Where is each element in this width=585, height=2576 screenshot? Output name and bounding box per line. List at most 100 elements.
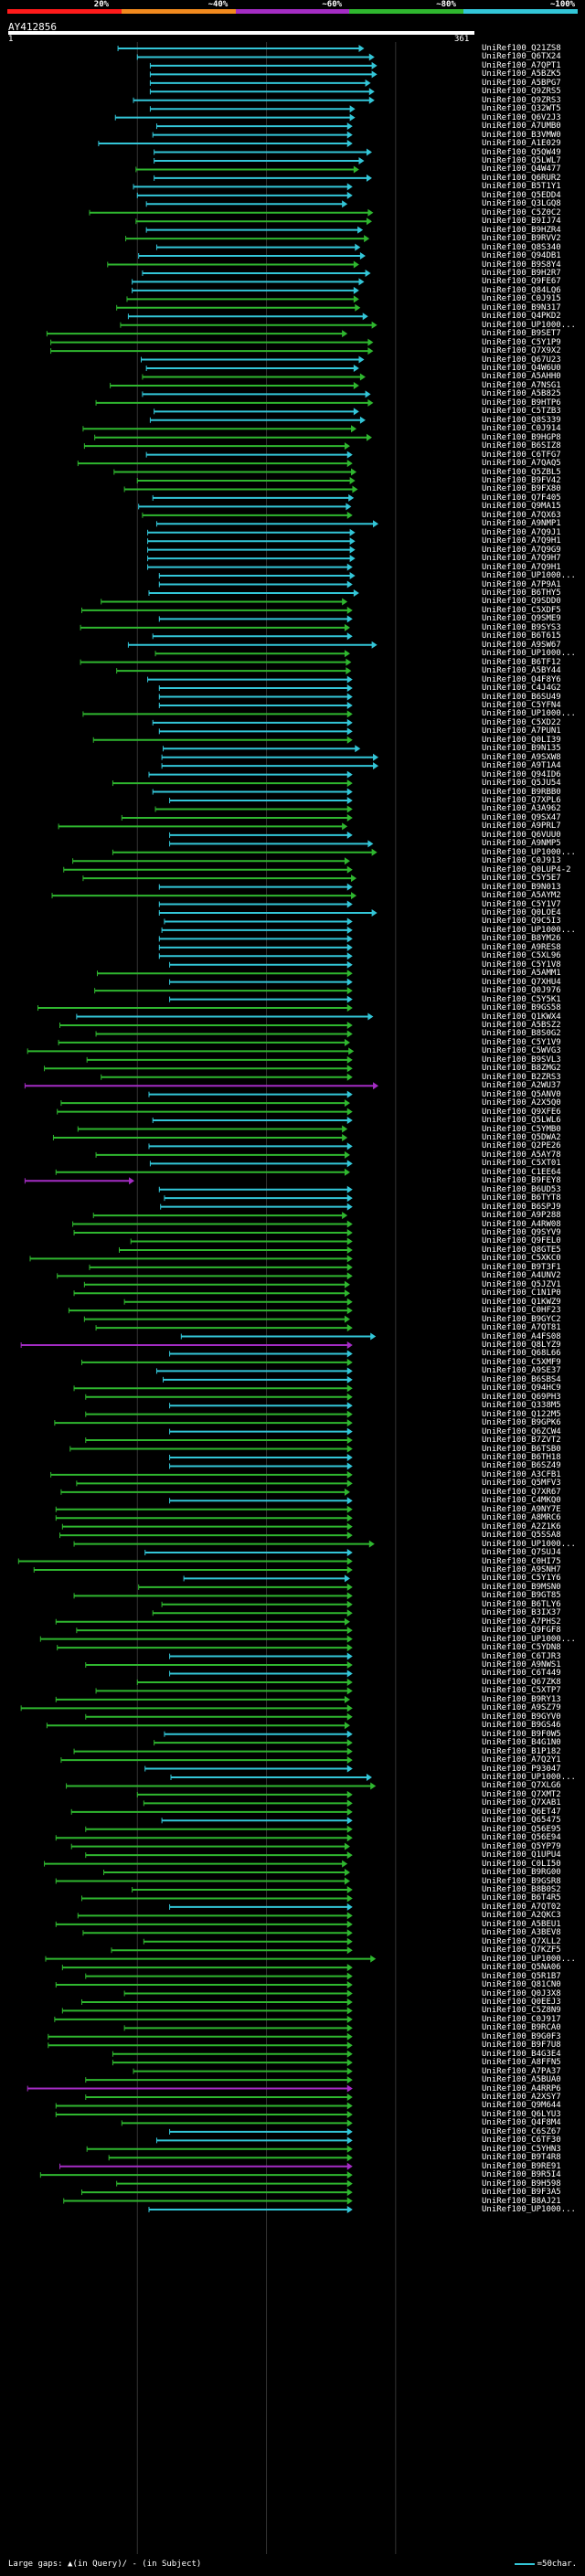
hit-label[interactable]: UniRef100_C0J913 [482,856,561,866]
hit-label[interactable]: UniRef100_Q6V2J3 [482,112,561,122]
hit-label[interactable]: UniRef100_A9SNH7 [482,1564,561,1574]
hit-label[interactable]: UniRef100_A9P288 [482,1211,561,1221]
hit-label[interactable]: UniRef100_B9GPK6 [482,1418,561,1428]
hit-label[interactable]: UniRef100_C5YDN8 [482,1643,561,1653]
hit-label[interactable]: UniRef100_UP1000... [482,847,576,857]
hit-label[interactable]: UniRef100_Q6ZCW4 [482,1426,561,1436]
hit-label[interactable]: UniRef100_B8ZMG2 [482,1064,561,1074]
hit-label[interactable]: UniRef100_B5T1Y1 [482,182,561,192]
hit-label[interactable]: UniRef100_B9H598 [482,2178,561,2189]
hit-label[interactable]: UniRef100_Q67ZK8 [482,1677,561,1687]
hit-label[interactable]: UniRef100_A7PUN1 [482,726,561,737]
hit-label[interactable]: UniRef100_B9HGP8 [482,432,561,442]
hit-label[interactable]: UniRef100_Q9ZRS3 [482,95,561,105]
hit-label[interactable]: UniRef100_B9RBB0 [482,787,561,797]
hit-label[interactable]: UniRef100_A9SW67 [482,640,561,650]
hit-label[interactable]: UniRef100_A4RRP6 [482,2083,561,2094]
hit-label[interactable]: UniRef100_A7Q2Y1 [482,1755,561,1765]
hit-label[interactable]: UniRef100_Q4W477 [482,164,561,175]
hit-label[interactable]: UniRef100_B6TSB0 [482,1444,561,1454]
hit-label[interactable]: UniRef100_B9RG00 [482,1868,561,1878]
hit-label[interactable]: UniRef100_A5AHH0 [482,372,561,382]
hit-label[interactable]: UniRef100_Q5ANV0 [482,1089,561,1099]
hit-label[interactable]: UniRef100_Q7KZF5 [482,1945,561,1956]
hit-label[interactable]: UniRef100_B9F0W5 [482,1729,561,1739]
hit-label[interactable]: UniRef100_Q0EEJ3 [482,1997,561,2007]
hit-label[interactable]: UniRef100_B9SVL3 [482,1055,561,1065]
hit-label[interactable]: UniRef100_Q5JU54 [482,779,561,789]
hit-label[interactable]: UniRef100_A5BZK5 [482,69,561,80]
hit-label[interactable]: UniRef100_A7Q9H7 [482,554,561,564]
hit-label[interactable]: UniRef100_B6SPJ9 [482,1202,561,1212]
hit-label[interactable]: UniRef100_Q9XFE6 [482,1107,561,1117]
hit-label[interactable]: UniRef100_UP1000... [482,320,576,330]
hit-label[interactable]: UniRef100_Q7XAB1 [482,1798,561,1808]
hit-label[interactable]: UniRef100_A7PHS2 [482,1617,561,1627]
hit-label[interactable]: UniRef100_Q56E95 [482,1824,561,1834]
hit-label[interactable]: UniRef100_C5XD22 [482,717,561,727]
hit-label[interactable]: UniRef100_Q94ID6 [482,769,561,779]
hit-label[interactable]: UniRef100_B6TLY6 [482,1599,561,1609]
hit-label[interactable]: UniRef100_Q6LYU3 [482,2109,561,2119]
hit-label[interactable]: UniRef100_C5Y1V7 [482,899,561,909]
hit-label[interactable]: UniRef100_A8MRC6 [482,1513,561,1523]
hit-label[interactable]: UniRef100_B9GT85 [482,1591,561,1601]
hit-label[interactable]: UniRef100_B9RY13 [482,1694,561,1704]
hit-label[interactable]: UniRef100_Q8S340 [482,242,561,252]
hit-label[interactable]: UniRef100_Q4W6U0 [482,364,561,374]
hit-label[interactable]: UniRef100_Q6TX24 [482,52,561,62]
hit-label[interactable]: UniRef100_B4G1N0 [482,1738,561,1748]
hit-label[interactable]: UniRef100_A7NSG1 [482,380,561,390]
hit-label[interactable]: UniRef100_Q0LI39 [482,735,561,745]
hit-label[interactable]: UniRef100_C6TJR3 [482,1651,561,1661]
hit-label[interactable]: UniRef100_Q94HC9 [482,1383,561,1394]
hit-label[interactable]: UniRef100_A5AYM2 [482,891,561,901]
hit-label[interactable]: UniRef100_A3BEV8 [482,1928,561,1938]
hit-label[interactable]: UniRef100_B9FV42 [482,476,561,485]
hit-label[interactable]: UniRef100_Q5EDD4 [482,190,561,200]
hit-label[interactable]: UniRef100_B9N135 [482,744,561,754]
hit-label[interactable]: UniRef100_A3A962 [482,804,561,814]
hit-label[interactable]: UniRef100_B8B0S2 [482,1884,561,1894]
hit-label[interactable]: UniRef100_Q9FGF8 [482,1626,561,1636]
hit-label[interactable]: UniRef100_B9HZR4 [482,225,561,235]
hit-label[interactable]: UniRef100_Q7F405 [482,493,561,503]
hit-label[interactable]: UniRef100_Q7XR67 [482,1487,561,1497]
hit-label[interactable]: UniRef100_A4UNV2 [482,1271,561,1281]
hit-label[interactable]: UniRef100_UP1000... [482,1539,576,1549]
hit-label[interactable]: UniRef100_Q5YP79 [482,1841,561,1851]
hit-label[interactable]: UniRef100_C5YHN3 [482,2144,561,2154]
hit-label[interactable]: UniRef100_A7QPT1 [482,60,561,70]
hit-label[interactable]: UniRef100_A9RES8 [482,942,561,952]
hit-label[interactable]: UniRef100_Q68L66 [482,1349,561,1359]
hit-label[interactable]: UniRef100_UP1000... [482,1954,576,1964]
hit-label[interactable]: UniRef100_B6SZ49 [482,1461,561,1471]
hit-label[interactable]: UniRef100_A2Z1K6 [482,1521,561,1532]
hit-label[interactable]: UniRef100_B6TF12 [482,657,561,667]
hit-label[interactable]: UniRef100_B9GYC2 [482,1314,561,1324]
hit-label[interactable]: UniRef100_C5XMF9 [482,1357,561,1367]
hit-label[interactable]: UniRef100_Q0J3X8 [482,1988,561,1998]
hit-label[interactable]: UniRef100_A9SZ79 [482,1703,561,1713]
hit-label[interactable]: UniRef100_B9T4R8 [482,2153,561,2163]
hit-label[interactable]: UniRef100_Q6ET47 [482,1807,561,1817]
hit-label[interactable]: UniRef100_Q5R1B7 [482,1971,561,1981]
hit-label[interactable]: UniRef100_Q338M5 [482,1401,561,1411]
hit-label[interactable]: UniRef100_B1P182 [482,1746,561,1756]
hit-label[interactable]: UniRef100_C4J4G2 [482,684,561,694]
hit-label[interactable]: UniRef100_B9T3F1 [482,1262,561,1272]
hit-label[interactable]: UniRef100_Q7XMT2 [482,1789,561,1799]
hit-label[interactable]: UniRef100_B9GYV0 [482,1712,561,1722]
hit-label[interactable]: UniRef100_B6TH18 [482,1452,561,1462]
hit-label[interactable]: UniRef100_B9IJ74 [482,217,561,227]
hit-label[interactable]: UniRef100_A9T1A4 [482,761,561,771]
hit-label[interactable]: UniRef100_C1EE64 [482,1167,561,1177]
hit-label[interactable]: UniRef100_A4RW08 [482,1219,561,1229]
hit-label[interactable]: UniRef100_A5BPG7 [482,78,561,88]
hit-label[interactable]: UniRef100_B9MSN0 [482,1582,561,1592]
hit-label[interactable]: UniRef100_B6TYT8 [482,1193,561,1203]
hit-label[interactable]: UniRef100_Q9SDD0 [482,597,561,607]
hit-label[interactable]: UniRef100_Q7XLG6 [482,1781,561,1791]
hit-label[interactable]: UniRef100_Q56E94 [482,1833,561,1843]
hit-label[interactable]: UniRef100_A7QAQ5 [482,459,561,469]
